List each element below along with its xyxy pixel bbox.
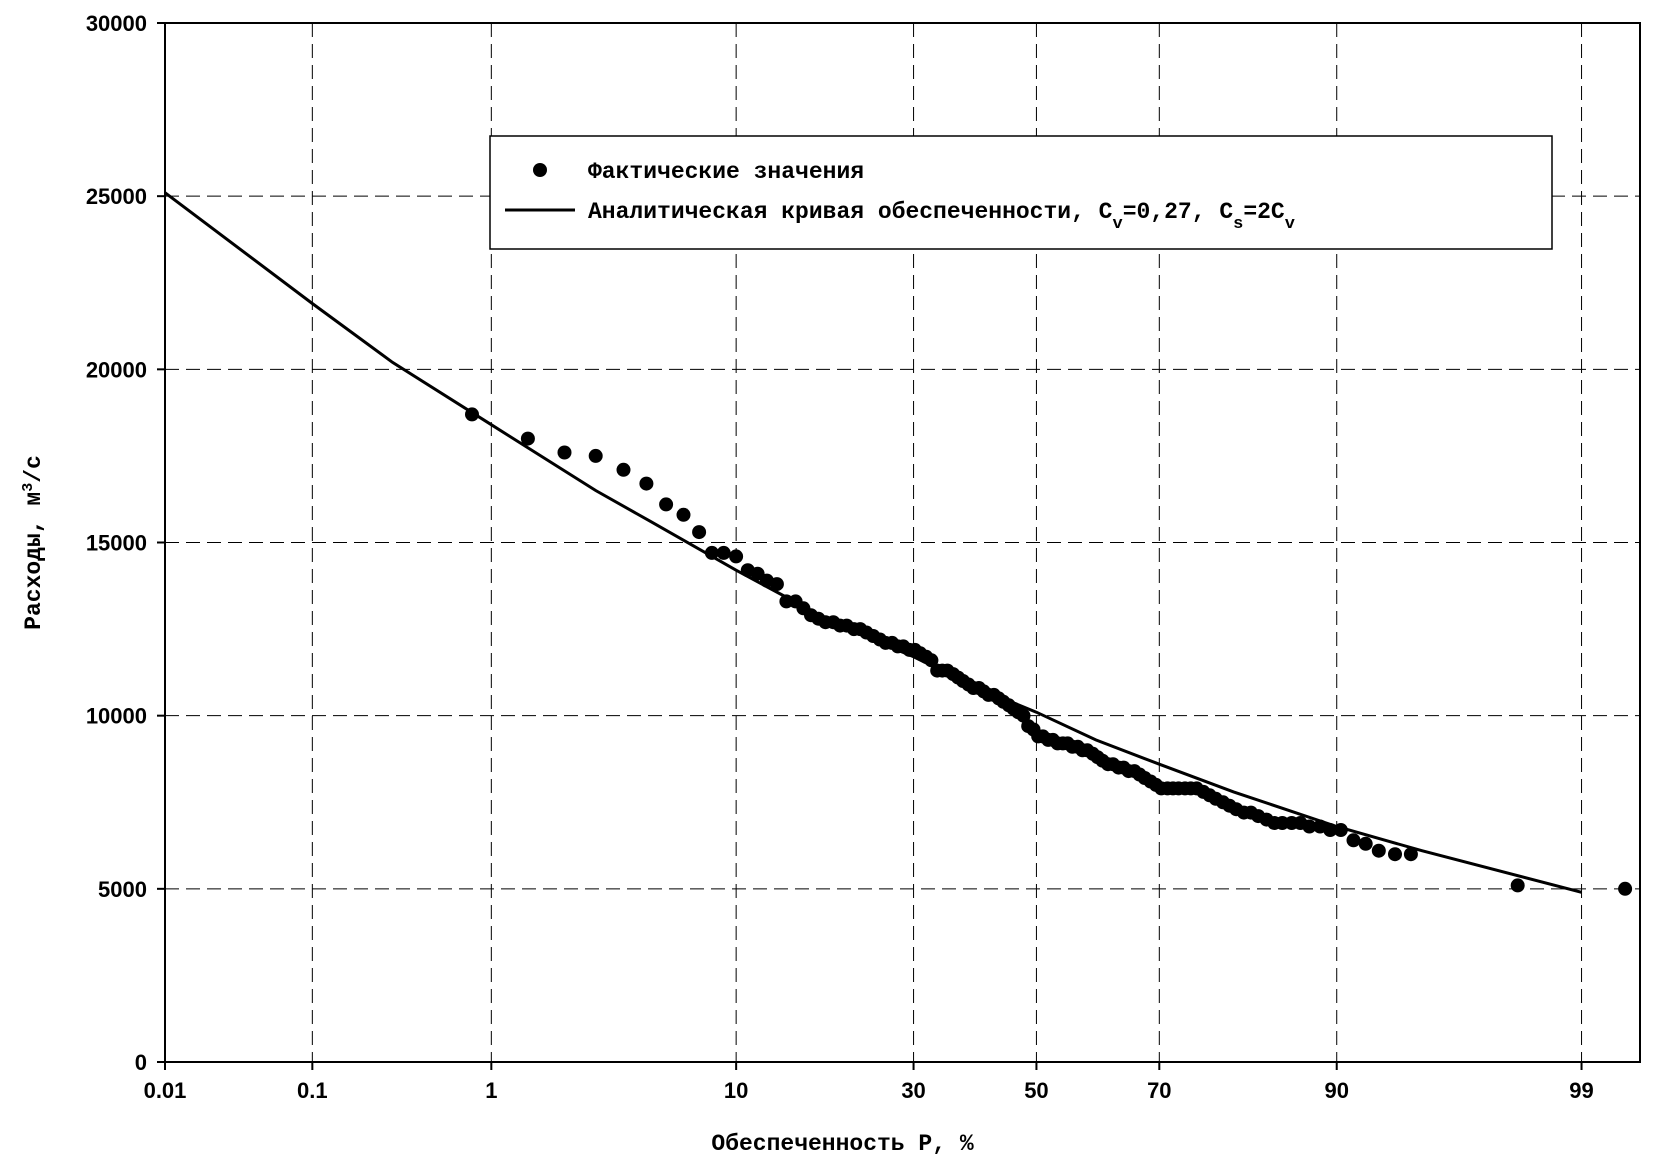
legend-box [489,135,1553,250]
y-tick-label: 15000 [86,531,147,556]
data-point [1403,847,1418,862]
analytic-curve-line [164,191,1582,894]
x-tick-label: 30 [901,1078,925,1103]
data-point [692,525,707,540]
legend-dot-marker [533,163,547,177]
data-point [465,407,479,422]
data-point [616,462,631,477]
data-points [465,407,1633,896]
x-tick-label: 0.1 [297,1078,328,1103]
legend-curve-sub-v2: v [1285,215,1295,234]
x-tick-label: 90 [1324,1078,1348,1103]
data-point [1510,878,1525,893]
data-point [1302,819,1317,834]
y-axis-title: Расходы, м3/с [20,455,48,630]
x-tick-label: 50 [1024,1078,1048,1103]
data-point [1388,847,1402,862]
data-point [704,545,719,560]
y-tick-label: 20000 [86,357,147,382]
legend-curve-part-b: =0,27, C [1123,199,1234,225]
y-tick-label: 5000 [98,877,147,902]
data-point [729,549,744,564]
y-axis-ticks: 0 5000 10000 15000 20000 25000 30000 [86,11,165,1075]
data-point [659,497,674,512]
y-axis-title-base: Расходы, м [21,492,47,630]
data-point [924,653,939,668]
data-point [588,448,603,463]
x-axis-ticks: 0.01 0.1 1 10 30 50 70 90 99 [144,1062,1594,1103]
data-point [639,476,654,491]
data-point [716,545,731,560]
data-point [520,431,535,446]
data-point [1323,823,1338,837]
y-axis-title-tail: /с [21,455,47,483]
data-point [1358,836,1373,851]
x-axis-title: Обеспеченность P, % [711,1131,973,1157]
x-tick-label: 70 [1147,1078,1171,1103]
x-tick-label: 0.01 [144,1078,187,1103]
y-axis-title-sup: 3 [20,483,37,492]
y-tick-label: 10000 [86,704,147,729]
legend-label-curve: Аналитическая кривая обеспеченности, Cv=… [588,199,1295,234]
data-point [676,507,691,522]
legend: Фактические значения Аналитическая крива… [489,135,1553,250]
y-tick-label: 25000 [86,184,147,209]
legend-curve-part-c: =2C [1243,199,1285,225]
data-point [1618,881,1633,896]
legend-curve-sub-v1: v [1113,215,1123,234]
legend-label-actual: Фактические значения [588,159,864,185]
data-point [1016,708,1031,723]
legend-curve-sub-s: s [1233,215,1243,234]
data-point [1346,833,1361,848]
x-tick-label: 1 [485,1078,497,1103]
data-point [769,577,784,592]
x-tick-label: 10 [724,1078,748,1103]
x-tick-label: 99 [1569,1078,1593,1103]
y-tick-label: 30000 [86,11,147,36]
data-point [1371,843,1386,858]
y-tick-label: 0 [135,1050,147,1075]
legend-curve-part-a: Аналитическая кривая обеспеченности, C [588,199,1113,225]
data-point [1333,823,1348,837]
data-point [557,445,572,460]
